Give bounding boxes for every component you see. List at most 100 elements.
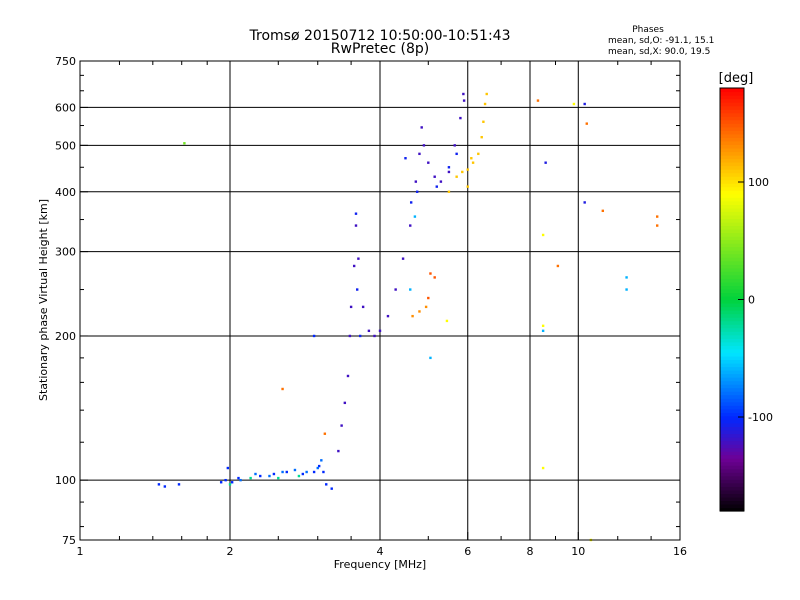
colorbar-band (720, 419, 744, 424)
colorbar-band (720, 306, 744, 311)
colorbar-band (720, 133, 744, 138)
colorbar-band (720, 310, 744, 315)
data-point (346, 374, 350, 378)
colorbar-band (720, 493, 744, 498)
data-point (447, 166, 451, 169)
data-point (480, 135, 483, 139)
y-tick-label: 300 (55, 246, 76, 259)
phases-heading: Phases (632, 25, 664, 35)
data-point (358, 334, 362, 338)
colorbar-band (720, 465, 744, 470)
colorbar-band (720, 433, 744, 438)
colorbar-band (720, 112, 744, 117)
data-point (541, 466, 545, 470)
colorbar-band (720, 88, 744, 93)
colorbar-tick-label: 100 (748, 176, 769, 189)
colorbar-band (720, 334, 744, 339)
data-point (462, 92, 465, 96)
data-point (239, 478, 242, 482)
colorbar-band (720, 352, 744, 357)
colorbar-band (720, 444, 744, 449)
data-point (320, 459, 323, 462)
colorbar-band (720, 327, 744, 332)
data-point (544, 161, 547, 164)
y-axis-label: Stationary phase Virtual Height [km] (37, 199, 50, 401)
colorbar-band (720, 239, 744, 244)
data-point (413, 215, 417, 218)
data-point (459, 116, 462, 120)
colorbar-band (720, 257, 744, 262)
colorbar-band (720, 373, 744, 378)
colorbar-band (720, 165, 744, 170)
data-point (340, 424, 343, 427)
data-point (418, 152, 421, 156)
colorbar-band (720, 345, 744, 350)
colorbar-band (720, 380, 744, 385)
data-point (177, 483, 181, 486)
colorbar-band (720, 324, 744, 329)
colorbar-band (720, 468, 744, 473)
colorbar-band (720, 472, 744, 477)
colorbar: -100 0 100 (719, 87, 773, 512)
data-point (259, 474, 262, 478)
colorbar-band (720, 246, 744, 251)
y-tick-label: 400 (55, 186, 76, 199)
colorbar-band (720, 126, 744, 131)
colorbar-band (720, 158, 744, 163)
x-tick-label: 1 (77, 545, 84, 558)
colorbar-band (720, 253, 744, 258)
y-tick-label: 75 (62, 534, 76, 547)
colorbar-band (720, 387, 744, 392)
colorbar-band (720, 281, 744, 286)
data-point (281, 470, 284, 474)
colorbar-band (720, 285, 744, 290)
colorbar-band (720, 204, 744, 209)
x-tick-label: 6 (464, 545, 471, 558)
colorbar-band (720, 260, 744, 265)
colorbar-band (720, 200, 744, 205)
data-point (409, 224, 412, 227)
data-point (228, 483, 232, 486)
data-point (418, 310, 421, 313)
colorbar-band (720, 236, 744, 241)
data-point (281, 387, 284, 391)
data-point (373, 334, 376, 338)
colorbar-band (720, 303, 744, 308)
colorbar-band (720, 147, 744, 153)
data-point (357, 257, 360, 260)
colorbar-band (720, 154, 744, 160)
data-point (439, 180, 443, 183)
data-point (466, 168, 469, 171)
data-point (433, 175, 436, 178)
colorbar-band (720, 384, 744, 389)
colorbar-band (720, 422, 744, 427)
data-point (323, 432, 327, 435)
colorbar-band (720, 489, 744, 494)
data-point (409, 288, 412, 291)
data-point (348, 334, 352, 338)
colorbar-band (720, 183, 744, 188)
colorbar-band (720, 102, 744, 107)
colorbar-band (720, 119, 744, 124)
colorbar-band (720, 366, 744, 371)
data-point (470, 157, 473, 160)
y-tick-label: 500 (55, 139, 76, 152)
colorbar-band (720, 458, 744, 463)
data-point (378, 329, 382, 333)
colorbar-band (720, 232, 744, 237)
data-point (482, 120, 485, 123)
colorbar-band (720, 475, 744, 480)
data-point (625, 276, 628, 279)
colorbar-band (720, 221, 744, 227)
colorbar-band (720, 229, 744, 234)
data-point (422, 144, 426, 147)
data-point (367, 329, 371, 333)
colorbar-band (720, 278, 744, 283)
colorbar-band (720, 359, 744, 364)
data-point (483, 102, 487, 106)
data-point (424, 305, 428, 309)
data-point (572, 102, 576, 106)
colorbar-band (720, 451, 744, 456)
x-tick-label: 16 (673, 545, 687, 558)
phases-line-x: mean, sd,X: 90.0, 19.5 (608, 47, 710, 57)
